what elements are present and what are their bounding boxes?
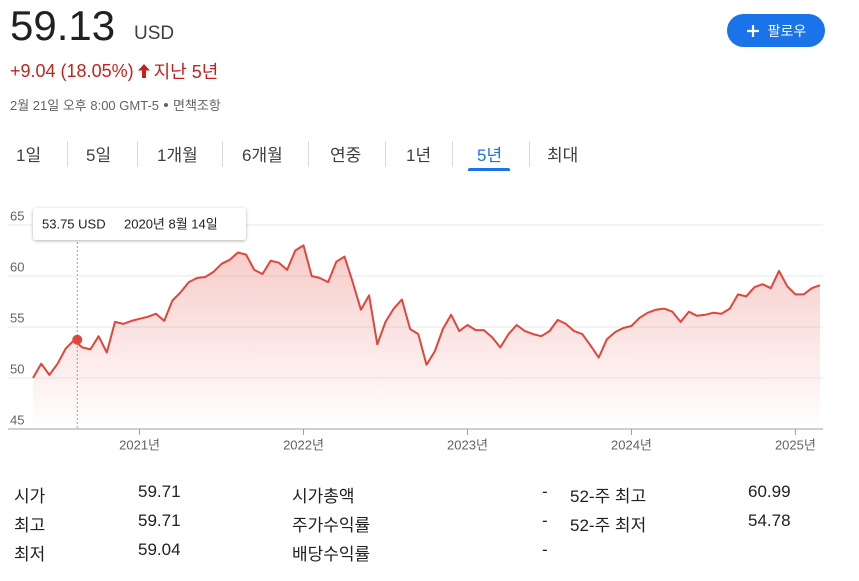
- plus-icon: [746, 24, 759, 37]
- range-tab[interactable]: 1년: [406, 146, 432, 165]
- x-tick-label: 2024년: [611, 437, 652, 452]
- tab-separator: [529, 141, 530, 167]
- range-tab[interactable]: 6개월: [242, 146, 283, 165]
- stat-value: 59.71: [138, 482, 181, 501]
- hover-dot: [72, 334, 83, 345]
- stat-value: -: [542, 511, 548, 530]
- stat-value: 60.99: [748, 482, 791, 501]
- price: 59.13: [10, 2, 116, 49]
- y-tick-label: 55: [10, 310, 24, 325]
- stat-label: 시가총액: [292, 487, 355, 506]
- tooltip-date: 2020년 8월 14일: [124, 216, 218, 231]
- stat-value: -: [542, 482, 548, 501]
- range-tab[interactable]: 최대: [547, 146, 579, 165]
- tooltip: [33, 208, 246, 240]
- follow-button[interactable]: 팔로우: [727, 14, 825, 47]
- tooltip-value: 53.75 USD: [42, 216, 106, 231]
- period: 지난 5년: [153, 62, 219, 82]
- follow-label: 팔로우: [767, 22, 807, 39]
- stat-label: 시가: [14, 487, 46, 506]
- range-tab[interactable]: 연중: [330, 146, 362, 165]
- x-tick-label: 2023년: [447, 437, 488, 452]
- timestamp: 2월 21일 오후 8:00 GMT-5: [10, 98, 160, 113]
- stat-value: 54.78: [748, 511, 791, 530]
- stat-label: 배당수익률: [292, 545, 371, 564]
- timestamp-row: 2월 21일 오후 8:00 GMT-5 면책조항: [10, 95, 221, 114]
- stat-value: 59.71: [138, 511, 181, 530]
- stat-label: 주가수익률: [292, 516, 371, 535]
- y-tick-label: 45: [10, 412, 24, 427]
- tab-separator: [452, 141, 453, 167]
- change: +9.04 (18.05%): [10, 60, 134, 81]
- stat-label: 52-주 최고: [570, 487, 647, 506]
- range-tab[interactable]: 5일: [86, 146, 112, 165]
- chart: 45 50 55 60 65 2021년 2022년 2023년 2024년 2025년 53.75…: [8, 208, 823, 452]
- up-arrow: [137, 64, 150, 78]
- tab-separator: [67, 141, 68, 167]
- y-tick-label: 65: [10, 208, 24, 223]
- y-tick-label: 60: [10, 259, 24, 274]
- price-line: [32, 244, 821, 379]
- x-tick-label: 2022년: [283, 437, 324, 452]
- x-tick-label: 2021년: [119, 437, 160, 452]
- selected-underline: [468, 168, 510, 171]
- stat-value: 59.04: [138, 540, 181, 559]
- y-tick-label: 50: [10, 361, 24, 376]
- x-tick-label: 2025년: [775, 437, 816, 452]
- tab-separator: [308, 141, 309, 167]
- tab-separator: [385, 141, 386, 167]
- tab-separator: [137, 141, 138, 167]
- change-row: +9.04 (18.05%) 지난 5년: [10, 58, 218, 84]
- disclaimer[interactable]: 면책조항: [173, 98, 221, 113]
- stat-label: 최저: [14, 545, 46, 564]
- separator-dot: [164, 102, 169, 107]
- range-tab[interactable]: 5년: [477, 146, 503, 165]
- currency: USD: [134, 23, 175, 44]
- area: [33, 245, 820, 429]
- range-tab[interactable]: 1일: [16, 146, 42, 165]
- stat-label: 52-주 최저: [570, 516, 647, 535]
- stat-value: -: [542, 540, 548, 559]
- tab-separator: [222, 141, 223, 167]
- stat-label: 최고: [14, 516, 46, 535]
- range-tab[interactable]: 1개월: [157, 146, 198, 165]
